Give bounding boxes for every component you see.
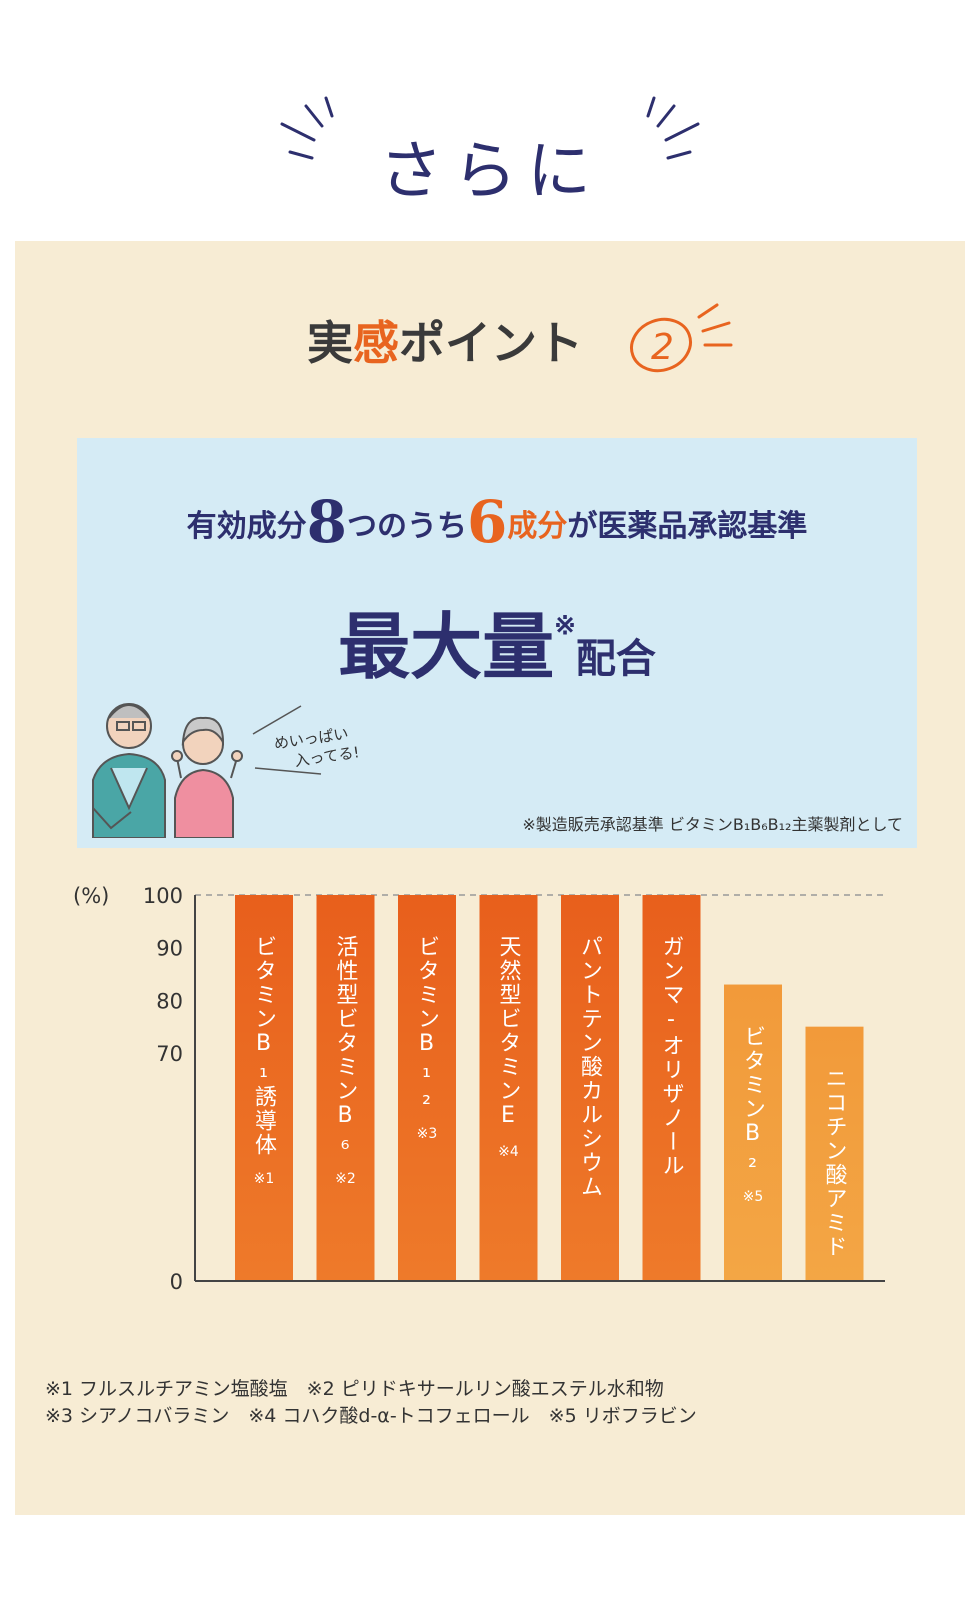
bar-note: ※4 xyxy=(498,1144,519,1160)
bar-7 xyxy=(724,984,782,1281)
y-tick-label: 90 xyxy=(156,937,183,961)
info-line1-d: が医薬品承認基準 xyxy=(567,509,808,544)
max-amount-text: 最大量 xyxy=(338,604,555,689)
y-tick-label: 70 xyxy=(156,1042,183,1066)
bar-6 xyxy=(642,895,701,1281)
info-count-approved: 6 xyxy=(467,488,508,556)
info-line1-b: つのうち xyxy=(347,509,467,544)
footnote-line-2: ※3 シアノコバラミン ※4 コハク酸d-α-トコフェロール ※5 リボフラビン xyxy=(45,1405,697,1427)
bar-2 xyxy=(316,895,375,1281)
point-title-prefix: 実 xyxy=(307,316,353,370)
bar-label: ニコチン酸アミド xyxy=(821,1066,847,1259)
headline-burst-decoration xyxy=(280,96,700,160)
speech-lines xyxy=(252,705,322,775)
formulated-text: 配合 xyxy=(575,635,656,682)
bar-1 xyxy=(235,895,293,1281)
bar-label: ビタミンB₁₂ xyxy=(414,935,439,1112)
point-title-highlight: 感 xyxy=(353,316,399,370)
point-title: 実感ポイント xyxy=(15,307,965,373)
info-headline: 有効成分8つのうち6成分が医薬品承認基準 xyxy=(77,488,917,556)
info-subheadline: 最大量※配合 xyxy=(77,588,917,693)
y-tick-label: 100 xyxy=(143,884,183,908)
point-number-badge: 2 xyxy=(630,303,733,373)
note-mark: ※ xyxy=(554,611,576,641)
info-box: 有効成分8つのうち6成分が医薬品承認基準 最大量※配合 めいっぱい xyxy=(77,438,917,848)
bar-label: ビタミンB₁誘導体 xyxy=(251,935,276,1157)
y-axis-unit: (%) xyxy=(73,884,109,908)
bar-8 xyxy=(805,1026,864,1281)
bar-note: ※3 xyxy=(416,1126,438,1142)
point-number: 2 xyxy=(651,327,674,368)
bar-note: ※5 xyxy=(742,1189,764,1205)
bar-5 xyxy=(561,895,619,1281)
content-panel: 実感ポイント 2 有効成分8つのうち6成分が医薬品承認基準 最大量※配合 xyxy=(15,241,965,1515)
bar-note: ※2 xyxy=(335,1171,356,1187)
y-tick-label: 80 xyxy=(156,989,183,1013)
info-count-total: 8 xyxy=(306,488,347,556)
people-illustration xyxy=(92,703,243,838)
bar-label: ビタミンB₂ xyxy=(740,1024,765,1175)
bar-note: ※1 xyxy=(253,1171,275,1187)
footnotes: ※1 フルスルチアミン塩酸塩 ※2 ピリドキサールリン酸エステル水和物 ※3 シ… xyxy=(45,1376,697,1430)
bar-4 xyxy=(479,895,538,1281)
bar-label: 活性型ビタミンB₆ xyxy=(332,935,358,1157)
point-title-suffix: ポイント xyxy=(399,316,583,370)
ingredient-bar-chart: 100 90 80 70 0 (%) xyxy=(73,884,885,1294)
bar-label: 天然型ビタミンE xyxy=(495,935,521,1130)
info-line1-a: 有効成分 xyxy=(186,509,307,544)
info-footnote: ※製造販売承認基準 ビタミンB₁B₆B₁₂主薬製剤として xyxy=(522,815,903,834)
footnote-line-1: ※1 フルスルチアミン塩酸塩 ※2 ピリドキサールリン酸エステル水和物 xyxy=(45,1378,664,1400)
headline: さらに xyxy=(379,135,601,209)
bar-label: ガンマ-オリザノール xyxy=(658,935,684,1178)
y-tick-label: 0 xyxy=(170,1270,183,1294)
bar-label: パントテン酸カルシウム xyxy=(577,935,602,1199)
bar-3 xyxy=(398,895,456,1281)
info-line1-c: 成分 xyxy=(507,509,568,544)
